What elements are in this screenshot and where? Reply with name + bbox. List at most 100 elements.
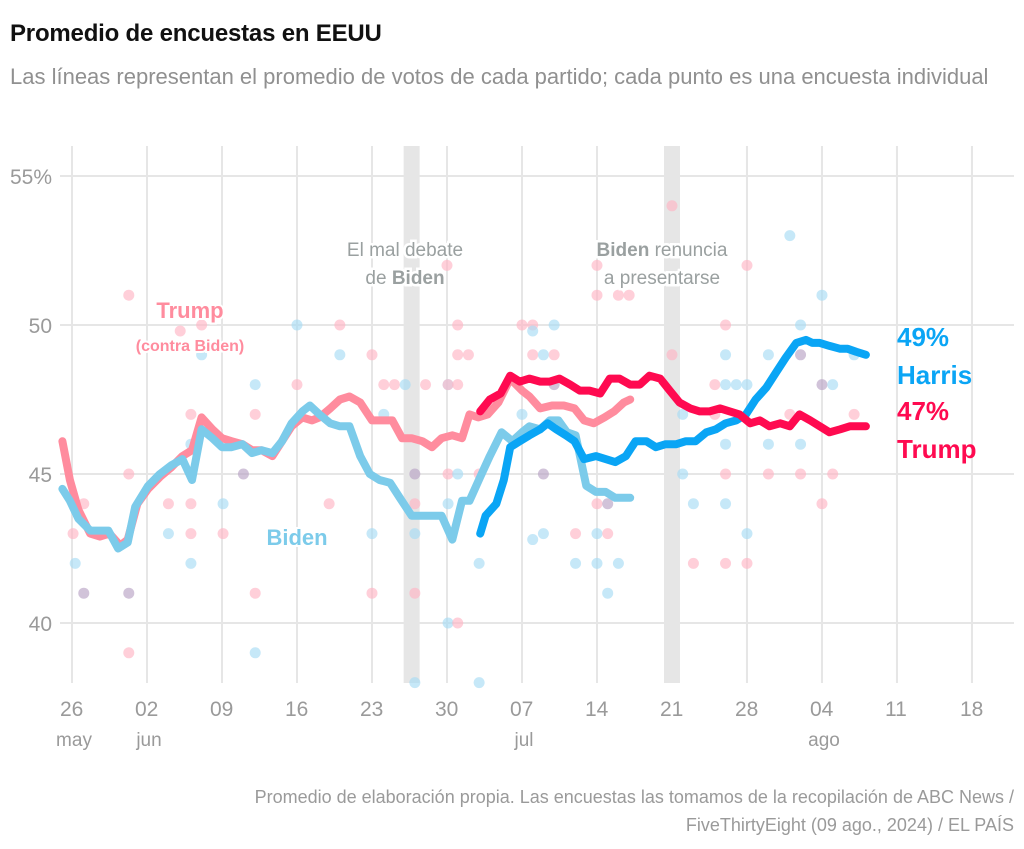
event-annotation: El mal debate (347, 240, 463, 261)
poll-dot (473, 677, 485, 689)
poll-dot (677, 468, 689, 480)
axes: 55% 50 45 40 26 may 02 jun 09 16 23 30 07 jul 14 21 28 04… (10, 166, 983, 751)
poll-dot (78, 587, 90, 599)
poll-dot (366, 528, 378, 540)
label-harris-value: 49% (897, 322, 949, 352)
x-tick-label: 14 (585, 698, 609, 721)
x-tick-label: 28 (735, 698, 758, 721)
poll-dot (570, 557, 582, 569)
poll-dot (612, 289, 624, 301)
label-trump-vs-biden-sub: (contra Biden) (136, 338, 244, 355)
poll-dot (570, 528, 582, 540)
poll-dot (730, 379, 742, 391)
poll-dot (795, 349, 807, 361)
y-tick-label: 45 (29, 464, 52, 487)
poll-dot (816, 498, 828, 510)
poll-dot (123, 587, 135, 599)
poll-dot (687, 557, 699, 569)
event-bands (403, 146, 680, 683)
poll-dot (827, 379, 839, 391)
poll-dot (762, 468, 774, 480)
poll-dot (816, 379, 828, 391)
poll-dot (537, 528, 549, 540)
poll-dot (420, 379, 432, 391)
poll-dot (452, 468, 464, 480)
label-trump: Trump (897, 434, 976, 464)
poll-dot (409, 498, 421, 510)
series-line-trump (476, 371, 870, 437)
poll-chart: 55% 50 45 40 26 may 02 jun 09 16 23 30 07 jul 14 21 28 04… (10, 146, 1014, 751)
poll-dot (452, 617, 464, 629)
label-trump-value: 47% (897, 396, 949, 426)
x-tick-label: 21 (660, 698, 683, 721)
poll-dot (516, 319, 528, 331)
x-tick-label: 30 (435, 698, 458, 721)
event-band (403, 146, 420, 683)
source-line-2: FiveThirtyEight (09 ago., 2024) / EL PAÍ… (685, 815, 1014, 835)
poll-dot (185, 528, 197, 540)
poll-dot (334, 349, 346, 361)
poll-dot (291, 379, 303, 391)
event-annotation-span: de (365, 268, 391, 289)
event-annotation-span: El mal debate (347, 240, 463, 261)
poll-dot (123, 647, 135, 659)
y-tick-label: 40 (29, 613, 52, 636)
x-tick-label: 16 (285, 698, 308, 721)
poll-dot (323, 498, 335, 510)
poll-dot (185, 408, 197, 420)
chart-title: Promedio de encuestas en EEUU (10, 20, 382, 47)
x-tick-label: 11 (885, 698, 907, 721)
source-note: Promedio de elaboración propia. Las encu… (14, 783, 1014, 839)
poll-dot (441, 259, 453, 271)
poll-dot (591, 289, 603, 301)
poll-dot (452, 349, 464, 361)
x-month-label: jul (513, 730, 533, 751)
poll-dot (185, 498, 197, 510)
event-annotation-span: Biden (597, 240, 650, 261)
poll-dot (123, 289, 135, 301)
poll-dot (409, 587, 421, 599)
poll-dot (473, 557, 485, 569)
chart-subtitle: Las líneas representan el promedio de vo… (10, 64, 989, 89)
poll-dot (720, 557, 732, 569)
poll-dot (237, 468, 249, 480)
poll-dot (720, 468, 732, 480)
poll-dot (174, 325, 186, 337)
poll-dot (249, 379, 261, 391)
poll-dot (762, 349, 774, 361)
poll-dot (196, 349, 208, 361)
series-lines (58, 335, 870, 553)
poll-dot (741, 379, 753, 391)
poll-dot (527, 325, 539, 337)
x-month-label: jun (135, 730, 161, 751)
poll-dot (366, 587, 378, 599)
poll-dot (666, 349, 678, 361)
x-tick-label: 07 (510, 698, 533, 721)
poll-dot (741, 528, 753, 540)
poll-dot (741, 557, 753, 569)
poll-dot (409, 528, 421, 540)
x-tick-label: 26 (60, 698, 83, 721)
y-tick-label: 50 (29, 315, 52, 338)
poll-dot (677, 408, 689, 420)
poll-dot (591, 528, 603, 540)
poll-dot (827, 468, 839, 480)
poll-dot (591, 557, 603, 569)
poll-dot (687, 498, 699, 510)
poll-dot (409, 468, 421, 480)
poll-dot (378, 379, 390, 391)
poll-dot (548, 319, 560, 331)
event-annotation: a presentarse (604, 268, 720, 289)
poll-dot (709, 379, 721, 391)
poll-dot (795, 438, 807, 450)
poll-dot (291, 319, 303, 331)
poll-dot (602, 528, 614, 540)
x-tick-label: 02 (135, 698, 158, 721)
event-annotation: Biden renuncia (597, 240, 728, 261)
poll-dot (452, 379, 464, 391)
poll-dot (442, 498, 454, 510)
label-biden: Biden (266, 525, 327, 550)
poll-dot (720, 438, 732, 450)
series-line-harris (476, 335, 870, 538)
